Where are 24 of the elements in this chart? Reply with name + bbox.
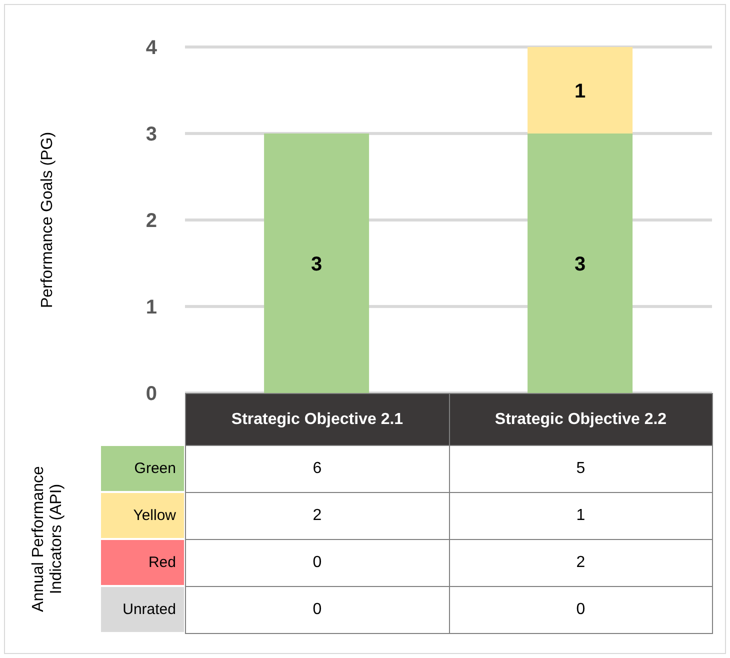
y-tick-label: Unrated bbox=[100, 586, 185, 633]
data-label: 3 bbox=[574, 253, 586, 276]
y-tick-label: 0 bbox=[146, 383, 157, 406]
data-label: 1 bbox=[448, 492, 713, 540]
data-label: 1 bbox=[574, 80, 586, 102]
y-axis-title: Annual Performance Indicators (API) bbox=[29, 465, 66, 614]
y-tick-label: Red bbox=[100, 539, 185, 586]
data-label: 0 bbox=[185, 586, 450, 634]
x-tick-label: Strategic Objective 2.2 bbox=[448, 393, 713, 446]
data-label: 6 bbox=[185, 445, 450, 493]
y-axis-title: Performance Goals (PG) bbox=[38, 130, 57, 310]
y-tick-label: Yellow bbox=[100, 492, 185, 539]
data-label: 5 bbox=[448, 445, 713, 493]
y-tick-label: 4 bbox=[146, 37, 158, 60]
data-label: 0 bbox=[185, 539, 450, 587]
data-label: 2 bbox=[448, 539, 713, 587]
y-tick-label: Green bbox=[100, 445, 185, 492]
data-label: 2 bbox=[185, 492, 450, 540]
y-tick-label: 3 bbox=[146, 124, 157, 146]
data-label: 3 bbox=[310, 253, 322, 276]
y-tick-label: 1 bbox=[146, 296, 157, 319]
y-tick-label: 2 bbox=[146, 210, 157, 232]
x-tick-label: Strategic Objective 2.1 bbox=[185, 393, 450, 446]
data-label: 0 bbox=[448, 586, 713, 634]
